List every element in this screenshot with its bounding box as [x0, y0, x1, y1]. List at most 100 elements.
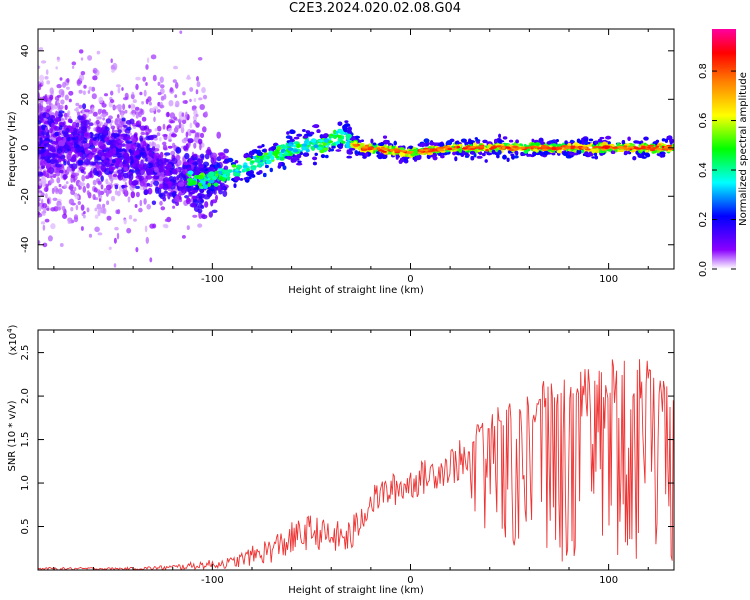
- heatmap-cell: [67, 110, 71, 116]
- heatmap-cell: [116, 190, 121, 197]
- snr-frame: [37, 329, 675, 571]
- heatmap-cell: [242, 164, 248, 168]
- heatmap-cell: [643, 136, 649, 141]
- heatmap-cell: [126, 227, 132, 234]
- heatmap-cell: [171, 157, 178, 165]
- heatmap-cell: [54, 110, 59, 118]
- heatmap-cell: [102, 117, 105, 121]
- heatmap-cell: [70, 207, 74, 212]
- heatmap-cell: [302, 129, 306, 132]
- heatmap-cell: [69, 184, 74, 191]
- heatmap-cell: [67, 150, 72, 156]
- heatmap-cell: [475, 146, 479, 149]
- heatmap-cell: [182, 91, 186, 96]
- heatmap-cell: [169, 87, 173, 93]
- heatmap-cell: [335, 149, 342, 152]
- heatmap-cell: [466, 145, 471, 148]
- heatmap-cell: [134, 204, 138, 208]
- heatmap-cell: [370, 138, 374, 144]
- heatmap-cell: [109, 99, 115, 103]
- heatmap-cell: [63, 144, 70, 150]
- heatmap-cell: [312, 161, 317, 166]
- heatmap-cell: [41, 147, 46, 153]
- heatmap-cell: [89, 170, 93, 178]
- heatmap-cell: [159, 200, 163, 206]
- heatmap-cell: [97, 232, 103, 236]
- heatmap-cell: [147, 156, 152, 162]
- heatmap-cell: [551, 147, 557, 151]
- heatmap-cell: [125, 140, 133, 144]
- heatmap-cell: [494, 138, 498, 144]
- heatmap-cell: [86, 207, 90, 213]
- heatmap-cell: [63, 184, 68, 189]
- heatmap-cell: [281, 144, 286, 149]
- heatmap-cell: [182, 100, 188, 104]
- heatmap-cell: [112, 128, 115, 134]
- heatmap-cell: [347, 129, 352, 134]
- heatmap-cell: [96, 116, 100, 120]
- heatmap-cell: [113, 237, 117, 244]
- heatmap-cell: [198, 214, 203, 220]
- heatmap-cell: [185, 111, 188, 118]
- heatmap-cell: [313, 144, 319, 149]
- heatmap-cell: [105, 118, 112, 124]
- heatmap-cell: [121, 117, 126, 122]
- heatmap-cell: [451, 147, 457, 150]
- heatmap-cell: [135, 76, 141, 81]
- heatmap-cell: [531, 138, 535, 143]
- snr-line: [38, 359, 674, 570]
- heatmap-cell: [393, 148, 400, 151]
- heatmap-cell: [131, 91, 135, 95]
- heatmap-cell: [155, 143, 161, 150]
- heatmap-cell: [610, 150, 616, 154]
- heatmap-cell: [216, 162, 220, 168]
- heatmap-cell: [251, 149, 257, 154]
- heatmap-cell: [132, 113, 136, 117]
- heatmap-cell: [335, 130, 340, 134]
- heatmap-cell: [627, 136, 631, 142]
- heatmap-cell: [367, 146, 374, 149]
- heatmap-cell: [198, 138, 203, 145]
- heatmap-cell: [55, 163, 62, 168]
- heatmap-cell: [252, 156, 257, 159]
- heatmap-cell: [197, 57, 203, 61]
- heatmap-cell: [78, 49, 84, 54]
- heatmap-cell: [236, 172, 241, 177]
- heatmap-cell: [292, 149, 299, 153]
- heatmap-cell: [121, 184, 125, 189]
- heatmap-cell: [464, 155, 470, 158]
- heatmap-cell: [478, 147, 483, 150]
- heatmap-cell: [293, 141, 299, 145]
- heatmap-cell: [49, 87, 54, 95]
- heatmap-cell: [47, 152, 54, 157]
- heatmap-cell: [91, 148, 97, 153]
- heatmap-cell: [272, 151, 279, 156]
- heatmap-cell: [166, 163, 173, 169]
- heatmap-cell: [141, 101, 145, 105]
- heatmap-cell: [142, 76, 147, 82]
- heatmap-cell: [128, 104, 131, 109]
- heatmap-cell: [61, 158, 66, 162]
- heatmap-cell: [55, 190, 59, 194]
- colorbar-tick-label: 0.2: [698, 212, 709, 228]
- heatmap-cell: [117, 114, 120, 119]
- heatmap-cell: [383, 135, 387, 139]
- heatmap-cell: [199, 104, 205, 110]
- heatmap-cell: [329, 133, 334, 137]
- heatmap-cell: [659, 151, 664, 155]
- heatmap-cell: [256, 164, 261, 168]
- heatmap-cell: [491, 146, 498, 149]
- heatmap-cell: [198, 195, 202, 200]
- heatmap-cell: [655, 139, 660, 143]
- heatmap-cell: [519, 146, 526, 150]
- heatmap-cell: [116, 122, 119, 129]
- heatmap-cell: [113, 263, 117, 268]
- heatmap-cell: [187, 138, 194, 144]
- heatmap-cell: [145, 157, 149, 162]
- heatmap-cell: [100, 207, 106, 214]
- heatmap-cell: [38, 115, 42, 120]
- heatmap-cell: [42, 203, 48, 209]
- heatmap-cell: [199, 143, 202, 151]
- heatmap-cell: [657, 148, 662, 151]
- heatmap-cell: [66, 86, 70, 90]
